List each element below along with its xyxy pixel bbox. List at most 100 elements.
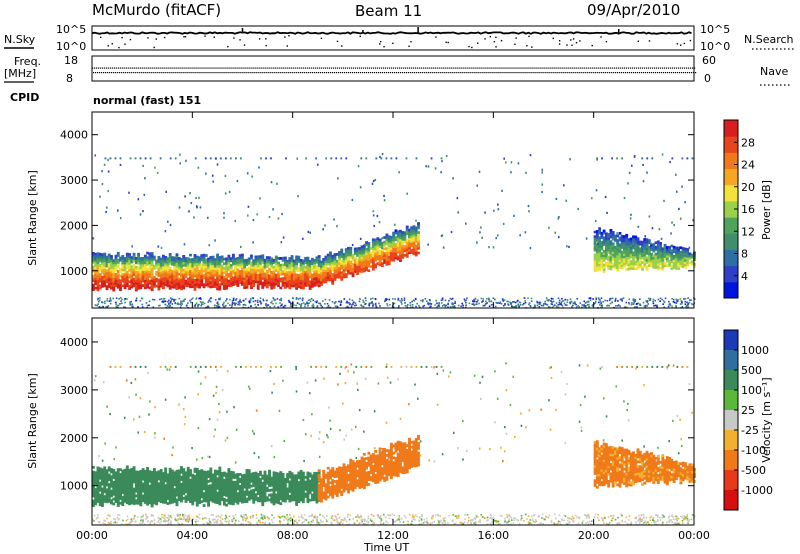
cell-evening-echo [620, 246, 624, 249]
cell-evening-echo [618, 232, 622, 235]
cell-main-echo [150, 286, 154, 289]
freq-dot [515, 67, 517, 69]
freq-dot [264, 67, 266, 69]
freq-dot [431, 67, 433, 69]
cell-echo-rising [344, 268, 348, 272]
cell-echo-rising [417, 244, 420, 248]
cell-main-echo [175, 264, 179, 268]
nave-dot [598, 72, 600, 74]
cell-evening-echo [636, 253, 640, 256]
cell-evening-echo [663, 246, 667, 249]
cell-main-echo [168, 479, 172, 483]
cell-main-echo [150, 283, 154, 287]
cell-evening-echo [593, 248, 597, 252]
cell-main-echo [216, 274, 220, 277]
nave-dot [652, 72, 655, 74]
cell-echo-rising [329, 278, 332, 282]
ground-scatter-cell [222, 302, 225, 305]
sparse-cell [393, 223, 396, 226]
cell-evening-echo [600, 234, 604, 237]
freq-dot [553, 67, 555, 69]
ground-scatter-cell [197, 305, 199, 308]
cell-main-echo [116, 283, 120, 287]
cell-main-echo [161, 500, 165, 504]
ground-scatter-cell [195, 298, 198, 300]
cell-echo-rising [356, 251, 359, 255]
freq-dot [633, 67, 635, 69]
cell-main-echo [98, 484, 102, 487]
cell-evening-echo [643, 244, 647, 248]
cell-main-echo [200, 256, 204, 260]
cell-main-echo [229, 259, 233, 263]
cell-main-echo [277, 266, 280, 269]
cell-main-echo [123, 263, 127, 267]
ground-scatter-cell [200, 298, 202, 300]
cell-main-echo [216, 253, 220, 257]
ground-scatter-cell [530, 300, 533, 303]
ground-scatter-cell [575, 306, 578, 308]
cell-main-echo [98, 264, 102, 267]
cell-main-echo [299, 281, 303, 285]
cell-main-echo [130, 479, 134, 483]
ground-scatter-cell [310, 297, 313, 300]
cell-main-echo [143, 272, 147, 276]
cell-evening-echo [656, 260, 660, 264]
freq-dot [368, 67, 371, 69]
ground-scatter-cell [614, 297, 617, 300]
cell-echo-rising [414, 246, 418, 250]
cell-main-echo [101, 282, 104, 286]
cell-main-echo [288, 268, 292, 272]
freq-dot [92, 67, 94, 69]
cell-echo-rising [389, 249, 393, 253]
sparse-cell [517, 162, 520, 165]
cell-main-echo [130, 285, 134, 289]
noise-search-dot-22 [284, 36, 286, 38]
cell-echo-rising [385, 249, 389, 253]
cell-echo-rising [329, 265, 332, 268]
cell-main-echo [157, 472, 161, 476]
cell-main-echo [157, 496, 161, 500]
nave-dot [634, 72, 637, 74]
cell-echo-rising [317, 273, 321, 277]
cell-main-echo [92, 274, 95, 278]
nave-dot [93, 72, 95, 74]
cell-echo-rising [340, 266, 344, 270]
cell-main-echo [130, 272, 134, 275]
cell-main-echo [143, 477, 147, 480]
cell-echo-rising [371, 245, 375, 248]
ground-scatter-cell [584, 305, 586, 307]
nave-dot [131, 72, 133, 74]
freq-dot [469, 67, 471, 69]
cell-main-echo [105, 481, 109, 485]
cell-main-echo [182, 286, 186, 290]
cell-main-echo [130, 484, 134, 488]
cell-evening-echo [611, 255, 615, 259]
cell-main-echo [186, 498, 190, 501]
cell-evening-echo [647, 259, 651, 263]
cell-main-echo [238, 260, 242, 264]
ground-scatter-cell [448, 299, 450, 302]
cell-main-echo [107, 478, 111, 482]
cell-echo-rising [394, 249, 398, 253]
cell-evening-echo [656, 249, 660, 253]
cell-main-echo [313, 279, 317, 283]
ground-scatter-cell [231, 300, 234, 302]
cell-main-echo [270, 282, 274, 286]
cell-main-echo [143, 266, 147, 269]
cell-echo-rising [331, 257, 335, 260]
cell-main-echo [119, 267, 122, 271]
cell-echo-rising [358, 269, 362, 273]
cell-main-echo [123, 490, 127, 494]
cell-main-echo [184, 268, 188, 272]
freq-dot [641, 67, 644, 69]
cell-echo-rising [362, 265, 366, 268]
cell-echo-rising [392, 249, 396, 253]
cell-evening-echo [618, 263, 622, 267]
cell-main-echo [191, 476, 195, 479]
cell-main-echo [315, 260, 319, 264]
ground-scatter-cell [581, 306, 583, 309]
cell-main-echo [175, 491, 179, 495]
freq-dot [489, 67, 491, 69]
cell-main-echo [184, 259, 188, 263]
cell-main-echo [123, 261, 127, 265]
